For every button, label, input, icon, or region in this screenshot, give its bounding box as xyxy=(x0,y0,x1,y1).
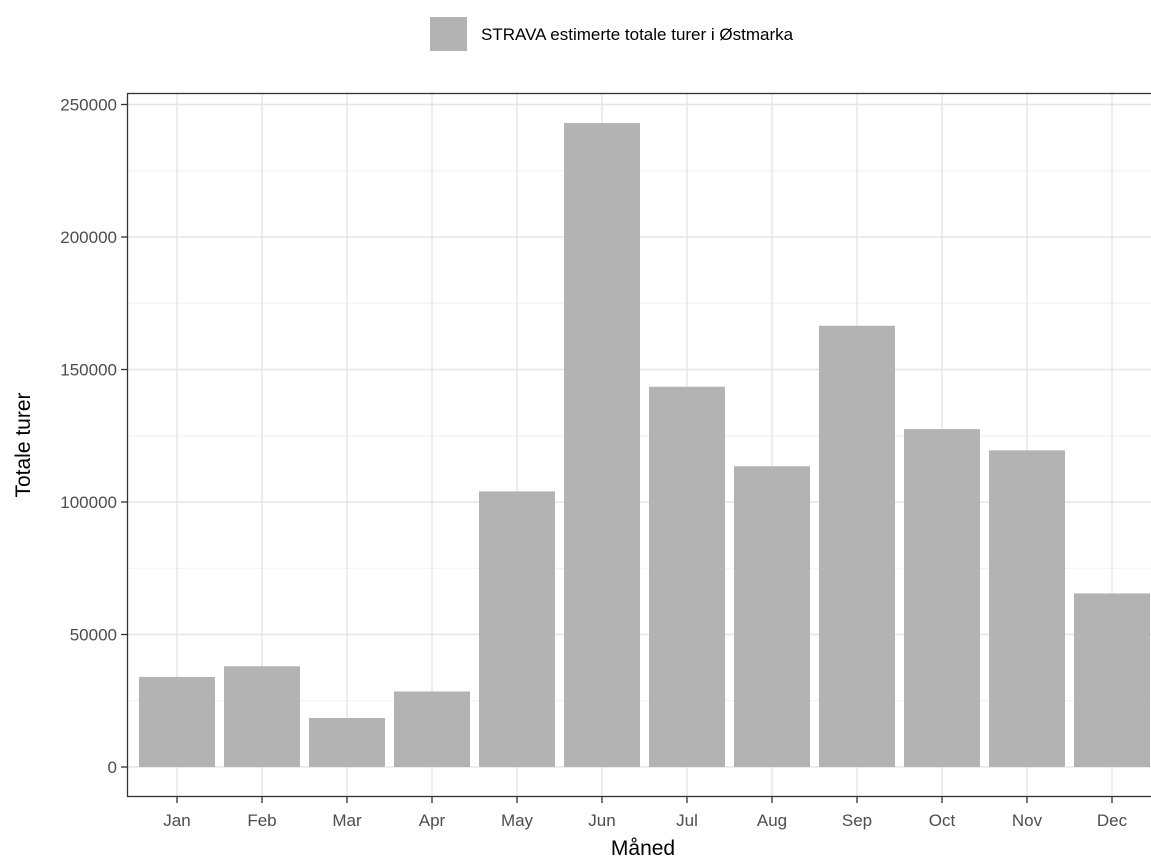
bar-apr xyxy=(394,691,470,767)
bar-feb xyxy=(224,666,300,767)
x-tick-label-jan: Jan xyxy=(163,811,190,830)
x-tick-label-aug: Aug xyxy=(757,811,787,830)
bar-dec xyxy=(1074,593,1150,767)
x-tick-label-dec: Dec xyxy=(1097,811,1128,830)
x-tick-label-apr: Apr xyxy=(419,811,446,830)
x-tick-label-jun: Jun xyxy=(588,811,615,830)
x-tick-label-may: May xyxy=(501,811,534,830)
y-axis-title: Totale turer xyxy=(12,392,35,497)
y-tick-label: 100000 xyxy=(60,493,117,512)
y-tick-label: 0 xyxy=(108,758,117,777)
x-tick-label-sep: Sep xyxy=(842,811,872,830)
y-tick-label: 150000 xyxy=(60,361,117,380)
bar-aug xyxy=(734,466,810,767)
bar-nov xyxy=(989,450,1065,767)
x-axis-title: Måned xyxy=(611,837,675,860)
legend: STRAVA estimerte totale turer i Østmarka xyxy=(430,17,794,51)
y-axis: 0 50000 100000 150000 200000 250000 xyxy=(60,96,127,777)
bar-sep xyxy=(819,325,895,767)
x-tick-label-feb: Feb xyxy=(247,811,276,830)
bar-mar xyxy=(309,717,385,767)
bar-jul xyxy=(649,386,725,767)
bar-jun xyxy=(564,123,640,768)
bar-may xyxy=(479,491,555,767)
bar-jan xyxy=(139,676,215,767)
x-tick-label-mar: Mar xyxy=(332,811,362,830)
y-tick-label: 200000 xyxy=(60,228,117,247)
legend-key xyxy=(430,17,467,51)
plot-border xyxy=(126,92,1151,798)
legend-label: STRAVA estimerte totale turer i Østmarka xyxy=(481,25,794,44)
bars xyxy=(139,123,1150,768)
x-tick-label-nov: Nov xyxy=(1012,811,1043,830)
y-tick-label: 250000 xyxy=(60,96,117,115)
x-tick-label-oct: Oct xyxy=(929,811,956,830)
y-tick-label: 50000 xyxy=(70,626,117,645)
x-axis: Jan Feb Mar Apr May Jun Jul Aug Sep Oct Nov Dec xyxy=(163,797,1128,830)
bar-oct xyxy=(904,429,980,767)
x-tick-label-jul: Jul xyxy=(676,811,698,830)
